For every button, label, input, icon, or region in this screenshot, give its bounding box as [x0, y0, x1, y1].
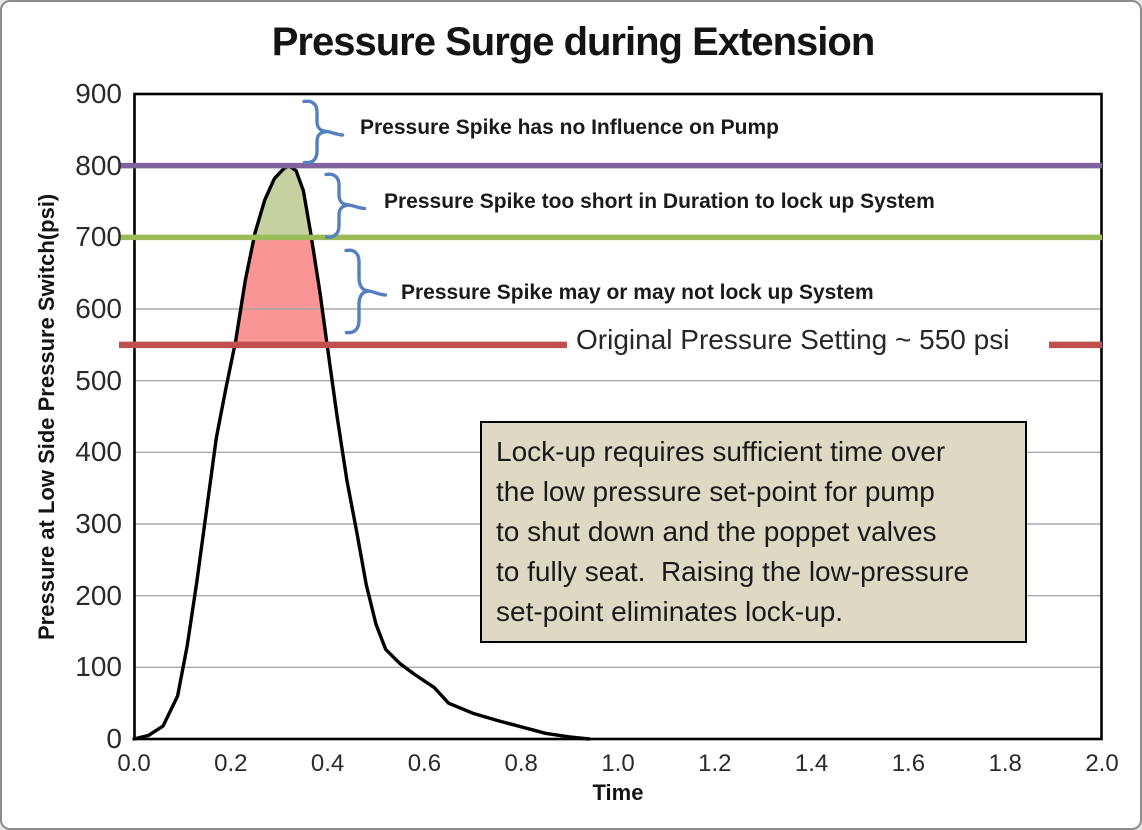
plot-frame	[133, 92, 1103, 741]
reference-lines	[119, 162, 1102, 349]
x-tick-label: 0.8	[504, 750, 538, 777]
pressure-curve	[132, 164, 591, 741]
x-tick-label: 1.4	[794, 750, 829, 777]
y-tick-label: 400	[75, 436, 122, 468]
x-tick-label: 1.2	[698, 750, 732, 777]
y-tick-label: 0	[106, 723, 122, 754]
y-tick-label: 900	[75, 78, 122, 109]
y-tick-label: 800	[75, 149, 122, 181]
x-tick-label: 1.6	[891, 750, 926, 777]
x-tick-label: 0.0	[117, 750, 151, 777]
annotation-too-short: Pressure Spike too short in Duration to …	[384, 190, 935, 213]
annotation-no-influence: Pressure Spike has no Influence on Pump	[360, 116, 779, 139]
y-tick-label: 300	[75, 508, 122, 539]
curly-brace-middle	[324, 172, 367, 239]
spike-above-700-fill	[254, 165, 312, 238]
note-line: to fully seat. Raising the low-pressure	[496, 556, 970, 587]
x-tick-label: 1.0	[601, 750, 635, 777]
note-line: set-point eliminates lock-up.	[496, 596, 844, 627]
annotation-may-lock: Pressure Spike may or may not lock up Sy…	[401, 281, 874, 304]
x-tick-label: 0.4	[310, 750, 345, 777]
original-pressure-setting-label: Original Pressure Setting ~ 550 psi	[576, 324, 1010, 355]
x-tick-label: 2.0	[1085, 750, 1119, 777]
note-line: Lock-up requires sufficient time over	[496, 436, 946, 467]
x-tick-label: 1.8	[988, 750, 1022, 777]
chart-title: Pressure Surge during Extension	[271, 20, 876, 64]
y-axis-title: Pressure at Low Side Pressure Switch(psi…	[34, 193, 59, 640]
y-tick-label: 500	[75, 364, 122, 396]
spike-550-to-700-fill	[234, 237, 328, 345]
note-line: the low pressure set-point for pump	[496, 476, 935, 507]
y-tick-label: 100	[75, 651, 122, 683]
x-tick-label: 0.2	[214, 750, 248, 777]
note-line: to shut down and the poppet valves	[496, 516, 937, 547]
x-axis-title: Time	[592, 780, 644, 805]
y-tick-label: 700	[75, 221, 122, 253]
curly-brace-top	[302, 99, 345, 165]
y-tick-label: 600	[75, 293, 122, 324]
lockup-note-box: Lock-up requires sufficient time over th…	[480, 421, 1027, 643]
y-tick-label: 200	[75, 579, 122, 611]
x-tick-label: 0.6	[407, 750, 442, 777]
curly-brace-bottom	[344, 248, 388, 335]
